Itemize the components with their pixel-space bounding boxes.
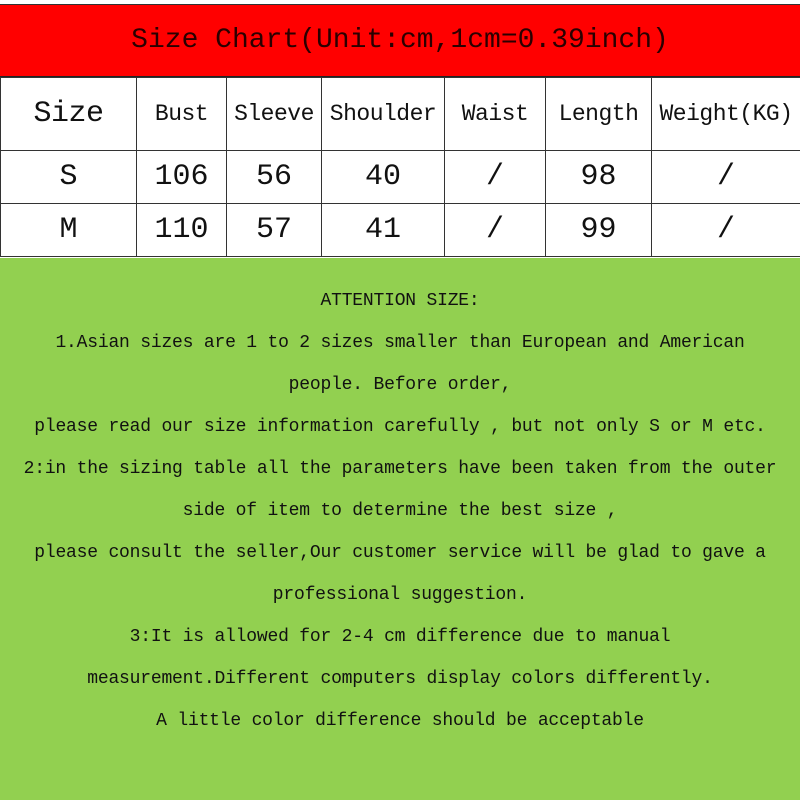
header-weight: Weight(KG) — [651, 77, 800, 151]
table-cell: 99 — [545, 203, 652, 257]
attention-notes: ATTENTION SIZE: 1.Asian sizes are 1 to 2… — [0, 258, 800, 800]
notes-line: measurement.Different computers display … — [87, 669, 713, 689]
header-bust: Bust — [136, 77, 227, 151]
table-cell: 98 — [545, 150, 652, 204]
table-cell: 41 — [321, 203, 445, 257]
table-cell: 40 — [321, 150, 445, 204]
size-chart-title: Size Chart(Unit:cm,1cm=0.39inch) — [131, 25, 669, 56]
table-cell: M — [0, 203, 137, 257]
header-waist: Waist — [444, 77, 546, 151]
table-header-row: Size Bust Sleeve Shoulder Waist Length W… — [0, 77, 800, 151]
table-cell: / — [444, 150, 546, 204]
size-chart-title-banner: Size Chart(Unit:cm,1cm=0.39inch) — [0, 5, 800, 77]
table-row: S 106 56 40 / 98 / — [0, 150, 800, 204]
table-cell: 57 — [226, 203, 322, 257]
table-cell: / — [651, 150, 800, 204]
notes-line: 2:in the sizing table all the parameters… — [23, 459, 777, 479]
notes-line: 3:It is allowed for 2-4 cm difference du… — [129, 627, 671, 647]
table-cell: / — [651, 203, 800, 257]
notes-line: people. Before order, — [288, 375, 512, 395]
table-cell: 110 — [136, 203, 227, 257]
notes-line: please read our size information careful… — [34, 417, 766, 437]
header-size: Size — [0, 77, 137, 151]
size-table: Size Bust Sleeve Shoulder Waist Length W… — [0, 77, 800, 257]
notes-heading: ATTENTION SIZE: — [320, 291, 480, 311]
table-cell: / — [444, 203, 546, 257]
notes-line: professional suggestion. — [272, 585, 528, 605]
notes-line: A little color difference should be acce… — [156, 711, 644, 731]
header-length: Length — [545, 77, 652, 151]
top-divider — [0, 0, 800, 5]
table-cell: 56 — [226, 150, 322, 204]
table-cell: S — [0, 150, 137, 204]
table-row: M 110 57 41 / 99 / — [0, 203, 800, 257]
table-cell: 106 — [136, 150, 227, 204]
notes-line: 1.Asian sizes are 1 to 2 sizes smaller t… — [55, 333, 745, 353]
header-shoulder: Shoulder — [321, 77, 445, 151]
notes-line: please consult the seller,Our customer s… — [34, 543, 766, 563]
header-sleeve: Sleeve — [226, 77, 322, 151]
notes-line: side of item to determine the best size … — [182, 501, 618, 521]
